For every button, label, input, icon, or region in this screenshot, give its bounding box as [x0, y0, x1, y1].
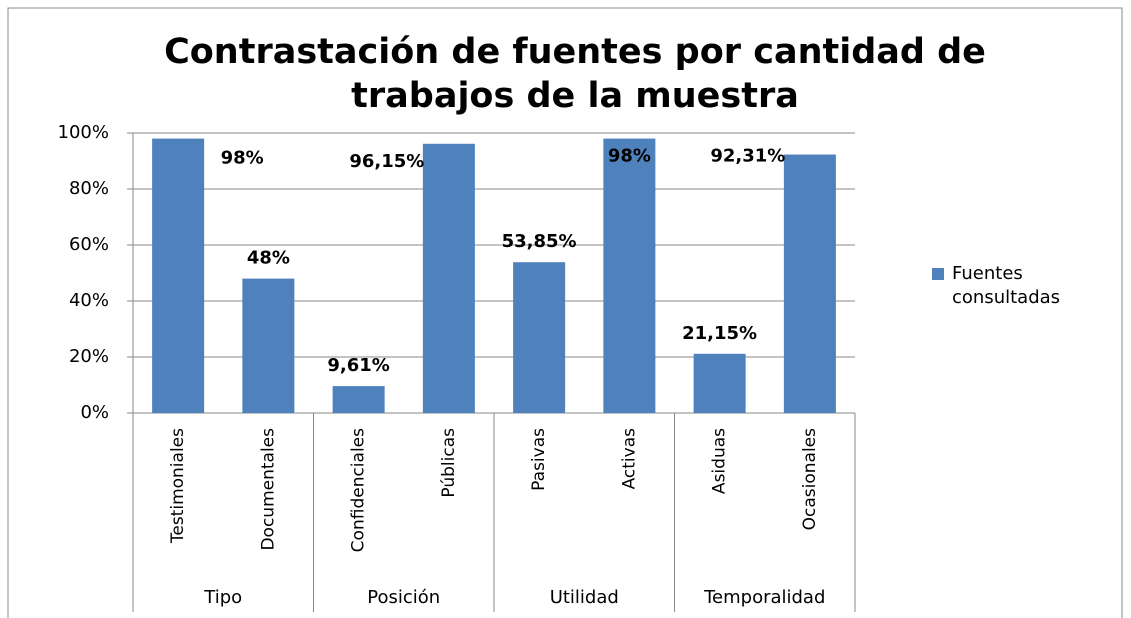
x-tick-label: Documentales: [258, 428, 278, 551]
data-label: 21,15%: [682, 323, 757, 344]
group-label: Temporalidad: [703, 587, 825, 608]
legend-label: Fuentes consultadas: [952, 263, 1061, 308]
group-label: Posición: [367, 587, 440, 608]
bar: [693, 353, 746, 413]
data-label: 48%: [247, 248, 290, 269]
x-tick-label: Testimoniales: [168, 428, 188, 544]
bar: [422, 143, 475, 413]
bar: [783, 154, 836, 414]
y-tick-label: 20%: [69, 346, 109, 367]
data-label: 53,85%: [502, 231, 577, 252]
group-label: Tipo: [203, 587, 242, 608]
data-label: 98%: [221, 148, 264, 169]
chart-border: [7, 7, 1123, 618]
y-tick-label: 100%: [58, 122, 109, 143]
data-label: 96,15%: [349, 151, 424, 172]
data-label: 9,61%: [327, 355, 389, 376]
x-tick-label: Públicas: [439, 428, 459, 498]
x-tick-label: Activas: [619, 428, 639, 490]
group-label: Utilidad: [550, 587, 619, 608]
bar: [332, 386, 385, 413]
y-tick-label: 80%: [69, 178, 109, 199]
bar: [152, 138, 205, 413]
data-label: 98%: [608, 146, 651, 167]
x-tick-label: Ocasionales: [800, 428, 820, 531]
y-tick-label: 40%: [69, 290, 109, 311]
bar: [242, 278, 295, 413]
x-tick-label: Pasivas: [529, 428, 549, 491]
y-tick-label: 60%: [69, 234, 109, 255]
legend-swatch: [932, 268, 944, 280]
chart-title: Contrastación de fuentes por cantidad de…: [164, 32, 986, 116]
y-tick-label: 0%: [80, 402, 109, 423]
bar: [603, 138, 656, 413]
x-tick-label: Confidenciales: [349, 428, 369, 552]
bar: [513, 262, 566, 413]
x-tick-label: Asiduas: [710, 428, 730, 494]
data-label: 92,31%: [710, 146, 785, 167]
